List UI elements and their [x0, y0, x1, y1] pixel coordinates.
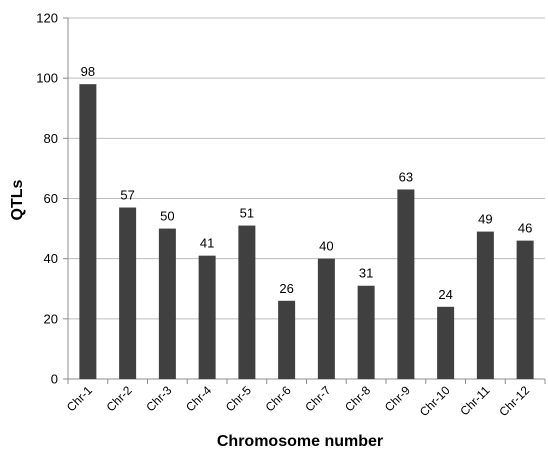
y-tick-label: 120 — [36, 11, 58, 26]
bar-chr-9 — [397, 189, 415, 379]
y-axis-title: QTLs — [9, 179, 26, 220]
x-tick-label: Chr-3 — [143, 383, 174, 414]
grid-lines — [68, 17, 545, 320]
x-tick-label: Chr-11 — [457, 383, 492, 418]
data-label: 49 — [478, 212, 492, 227]
y-tick-label: 60 — [44, 191, 58, 206]
y-tick-label: 0 — [51, 372, 58, 387]
bars — [79, 84, 534, 379]
bar-chr-4 — [198, 255, 216, 379]
x-tick-labels: Chr-1 Chr-2 Chr-3 Chr-4 Chr-5 Chr-6 Chr-7 Chr-8… — [64, 383, 533, 419]
y-tick-label: 100 — [36, 71, 58, 86]
bar-chr-2 — [119, 207, 137, 379]
data-label: 98 — [81, 64, 95, 79]
bar-chr-10 — [437, 306, 455, 379]
data-label: 24 — [438, 287, 452, 302]
bar-chr-5 — [238, 225, 256, 379]
x-axis-title: Chromosome number — [217, 433, 383, 450]
x-tick-label: Chr-2 — [104, 383, 135, 414]
data-label: 26 — [279, 281, 293, 296]
y-tick-label: 80 — [44, 131, 58, 146]
data-label: 40 — [319, 239, 333, 254]
x-tick-label: Chr-6 — [263, 383, 294, 414]
data-labels: 98 57 50 41 51 26 40 31 63 24 49 46 — [81, 64, 533, 302]
x-tick-label: Chr-9 — [382, 383, 413, 414]
x-tick-label: Chr-10 — [417, 383, 453, 419]
axes — [63, 17, 546, 384]
x-tick-label: Chr-7 — [302, 383, 333, 414]
data-label: 50 — [160, 209, 174, 224]
y-tick-label: 20 — [44, 311, 58, 326]
bar-chr-1 — [79, 84, 97, 379]
data-label: 41 — [200, 236, 214, 251]
x-tick-label: Chr-12 — [496, 383, 532, 419]
x-tick-label: Chr-1 — [64, 383, 95, 414]
x-tick-label: Chr-5 — [223, 383, 254, 414]
data-label: 63 — [399, 169, 413, 184]
bar-chr-11 — [476, 231, 494, 379]
data-label: 57 — [120, 188, 134, 203]
bar-chr-6 — [278, 300, 296, 379]
data-label: 31 — [359, 266, 373, 281]
x-tick-label: Chr-4 — [183, 383, 214, 414]
bar-chr-7 — [317, 258, 335, 379]
bar-chr-12 — [516, 240, 534, 379]
data-label: 46 — [518, 221, 532, 236]
bar-chr-8 — [357, 285, 375, 379]
x-tick-label: Chr-8 — [342, 383, 373, 414]
y-tick-labels: 0 20 40 60 80 100 120 — [36, 11, 58, 387]
y-tick-label: 40 — [44, 251, 58, 266]
bar-chr-3 — [158, 228, 176, 379]
data-label: 51 — [240, 206, 254, 221]
